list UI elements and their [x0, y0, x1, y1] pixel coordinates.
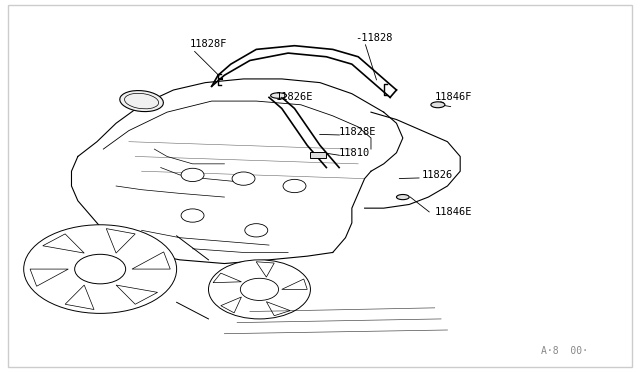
Text: 11846F: 11846F: [435, 92, 472, 102]
Polygon shape: [266, 302, 290, 316]
Ellipse shape: [431, 102, 445, 108]
Circle shape: [245, 224, 268, 237]
Bar: [310, 152, 326, 158]
Polygon shape: [106, 229, 135, 253]
Polygon shape: [43, 234, 84, 253]
Polygon shape: [282, 279, 307, 289]
Ellipse shape: [120, 90, 163, 112]
Circle shape: [232, 172, 255, 185]
Circle shape: [241, 278, 278, 301]
Text: 11828E: 11828E: [339, 128, 376, 138]
Polygon shape: [221, 297, 241, 313]
Text: 11828F: 11828F: [189, 39, 227, 49]
Text: 11846E: 11846E: [435, 207, 472, 217]
Circle shape: [24, 225, 177, 313]
Text: -11828: -11828: [355, 33, 392, 43]
Polygon shape: [116, 285, 157, 304]
Circle shape: [181, 168, 204, 182]
Polygon shape: [132, 252, 170, 269]
Text: 11826: 11826: [422, 170, 453, 180]
Ellipse shape: [271, 93, 287, 98]
Text: A·8  00·: A·8 00·: [541, 346, 588, 356]
Ellipse shape: [396, 195, 409, 200]
Polygon shape: [30, 269, 68, 286]
Polygon shape: [213, 273, 241, 283]
Circle shape: [283, 179, 306, 193]
Circle shape: [75, 254, 125, 284]
Text: 11826E: 11826E: [275, 92, 313, 102]
Polygon shape: [256, 262, 274, 277]
Circle shape: [181, 209, 204, 222]
Polygon shape: [65, 285, 94, 310]
Text: 11810: 11810: [339, 148, 371, 158]
Circle shape: [209, 260, 310, 319]
